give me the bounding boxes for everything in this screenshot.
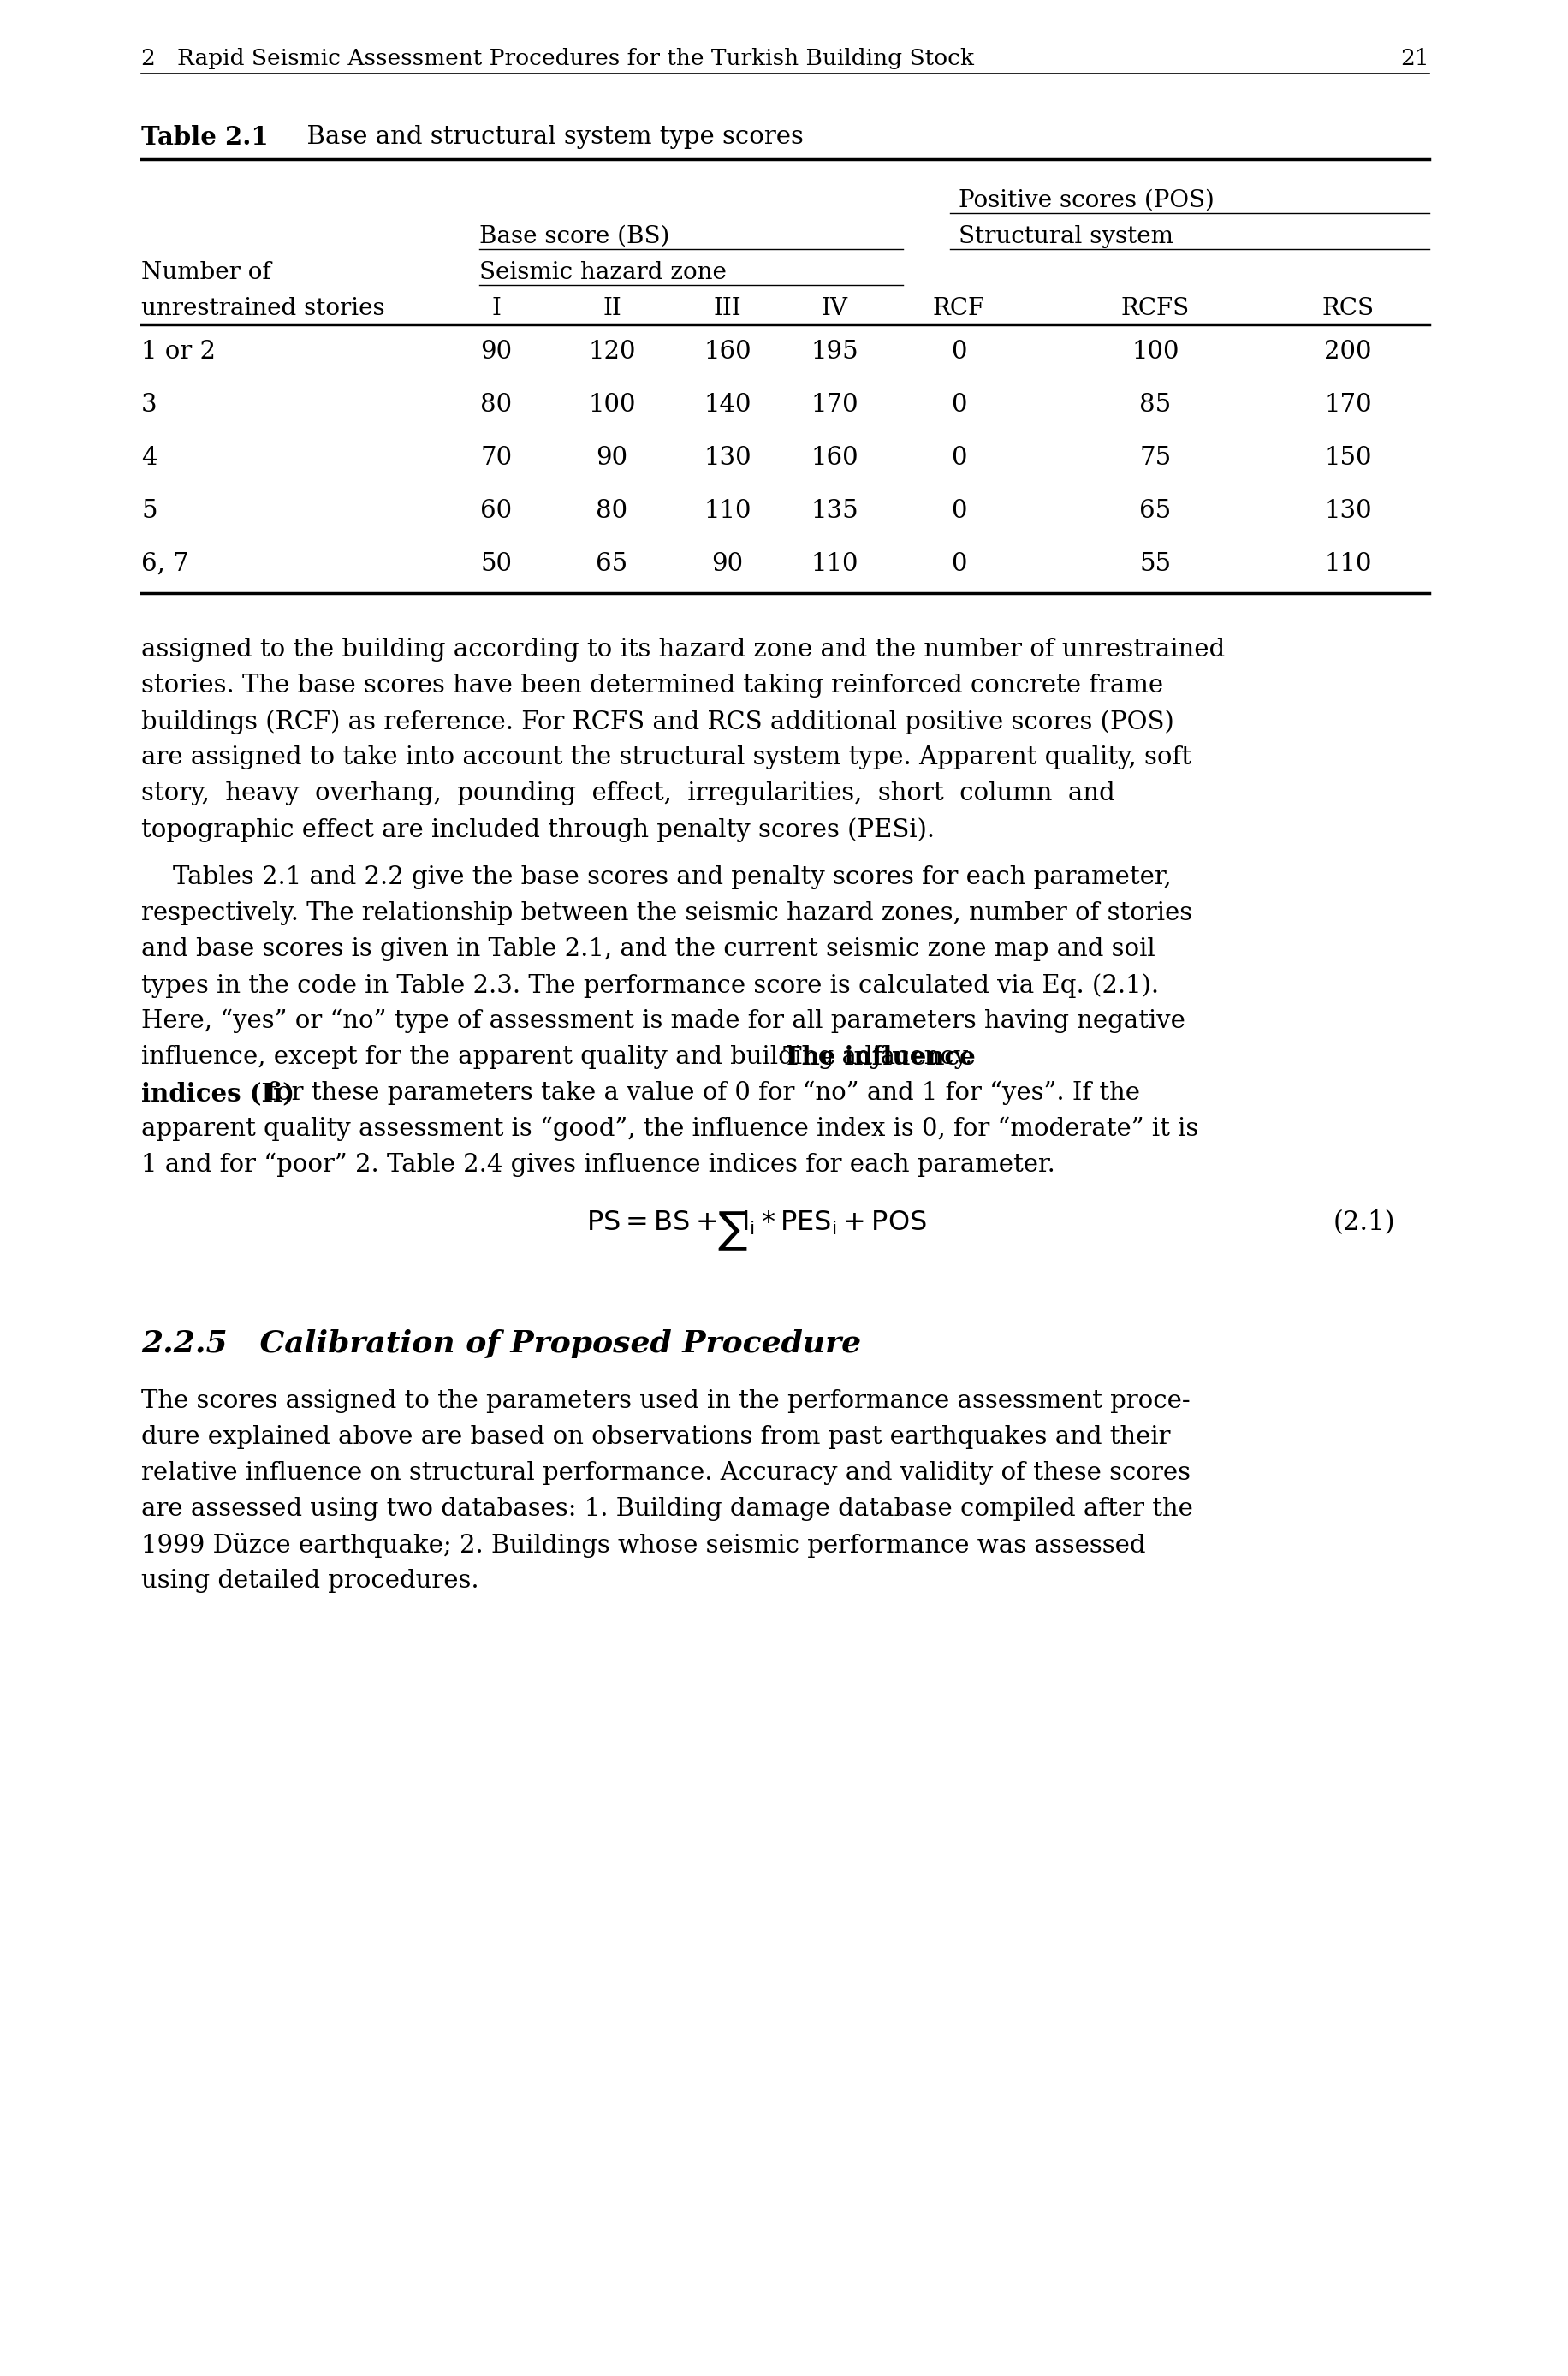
- Text: influence, except for the apparent quality and building adjacency.: influence, except for the apparent quali…: [141, 1045, 980, 1069]
- Text: 4: 4: [141, 447, 157, 470]
- Text: I: I: [492, 297, 502, 321]
- Text: 80: 80: [596, 499, 627, 523]
- Text: 0: 0: [950, 340, 966, 364]
- Text: 0: 0: [950, 447, 966, 470]
- Text: RCS: RCS: [1322, 297, 1374, 321]
- Text: 90: 90: [596, 447, 627, 470]
- Text: buildings (RCF) as reference. For RCFS and RCS additional positive scores (POS): buildings (RCF) as reference. For RCFS a…: [141, 710, 1174, 734]
- Text: RCF: RCF: [933, 297, 985, 321]
- Text: 2.2.5   Calibration of Proposed Procedure: 2.2.5 Calibration of Proposed Procedure: [141, 1328, 861, 1359]
- Text: assigned to the building according to its hazard zone and the number of unrestra: assigned to the building according to it…: [141, 637, 1225, 661]
- Text: 0: 0: [950, 392, 966, 416]
- Text: $\sum$: $\sum$: [717, 1209, 746, 1252]
- Text: 160: 160: [811, 447, 858, 470]
- Text: are assessed using two databases: 1. Building damage database compiled after the: are assessed using two databases: 1. Bui…: [141, 1497, 1193, 1521]
- Text: 1 and for “poor” 2. Table 2.4 gives influence indices for each parameter.: 1 and for “poor” 2. Table 2.4 gives infl…: [141, 1152, 1055, 1176]
- Text: 130: 130: [704, 447, 751, 470]
- Text: 85: 85: [1140, 392, 1171, 416]
- Text: 1 or 2: 1 or 2: [141, 340, 216, 364]
- Text: 170: 170: [1325, 392, 1372, 416]
- Text: 160: 160: [704, 340, 751, 364]
- Text: Seismic hazard zone: Seismic hazard zone: [480, 261, 726, 285]
- Text: The influence: The influence: [784, 1045, 975, 1069]
- Text: indices (Ii): indices (Ii): [141, 1081, 295, 1105]
- Text: for these parameters take a value of 0 for “no” and 1 for “yes”. If the: for these parameters take a value of 0 f…: [259, 1081, 1140, 1105]
- Text: 135: 135: [811, 499, 858, 523]
- Text: The scores assigned to the parameters used in the performance assessment proce-: The scores assigned to the parameters us…: [141, 1390, 1190, 1414]
- Text: unrestrained stories: unrestrained stories: [141, 297, 384, 321]
- Text: 130: 130: [1325, 499, 1372, 523]
- Text: Here, “yes” or “no” type of assessment is made for all parameters having negativ: Here, “yes” or “no” type of assessment i…: [141, 1010, 1185, 1034]
- Text: dure explained above are based on observations from past earthquakes and their: dure explained above are based on observ…: [141, 1426, 1170, 1449]
- Text: Table 2.1: Table 2.1: [141, 126, 268, 150]
- Text: 140: 140: [704, 392, 751, 416]
- Text: (2.1): (2.1): [1333, 1209, 1396, 1236]
- Text: 110: 110: [704, 499, 751, 523]
- Text: are assigned to take into account the structural system type. Apparent quality, : are assigned to take into account the st…: [141, 746, 1192, 770]
- Text: Base and structural system type scores: Base and structural system type scores: [292, 126, 803, 150]
- Text: 90: 90: [480, 340, 513, 364]
- Text: story,  heavy  overhang,  pounding  effect,  irregularities,  short  column  and: story, heavy overhang, pounding effect, …: [141, 782, 1115, 805]
- Text: types in the code in Table 2.3. The performance score is calculated via Eq. (2.1: types in the code in Table 2.3. The perf…: [141, 974, 1159, 998]
- Text: 80: 80: [480, 392, 513, 416]
- Text: 50: 50: [480, 551, 513, 575]
- Text: III: III: [713, 297, 742, 321]
- Text: 6, 7: 6, 7: [141, 551, 188, 575]
- Text: apparent quality assessment is “good”, the influence index is 0, for “moderate” : apparent quality assessment is “good”, t…: [141, 1117, 1198, 1140]
- Text: 0: 0: [950, 551, 966, 575]
- Text: IV: IV: [822, 297, 848, 321]
- Text: respectively. The relationship between the seismic hazard zones, number of stori: respectively. The relationship between t…: [141, 901, 1192, 924]
- Text: 170: 170: [811, 392, 858, 416]
- Text: 65: 65: [596, 551, 627, 575]
- Text: 100: 100: [1132, 340, 1179, 364]
- Text: 65: 65: [1140, 499, 1171, 523]
- Text: 70: 70: [480, 447, 513, 470]
- Text: 90: 90: [712, 551, 743, 575]
- Text: 110: 110: [811, 551, 858, 575]
- Text: Structural system: Structural system: [958, 226, 1173, 247]
- Text: II: II: [602, 297, 621, 321]
- Text: 110: 110: [1325, 551, 1372, 575]
- Text: 200: 200: [1325, 340, 1372, 364]
- Text: and base scores is given in Table 2.1, and the current seismic zone map and soil: and base scores is given in Table 2.1, a…: [141, 936, 1156, 962]
- Text: 55: 55: [1140, 551, 1171, 575]
- Text: 5: 5: [141, 499, 157, 523]
- Text: using detailed procedures.: using detailed procedures.: [141, 1568, 478, 1592]
- Text: Base score (BS): Base score (BS): [480, 226, 670, 247]
- Text: 60: 60: [480, 499, 513, 523]
- Text: $\mathrm{I_i * PES_i + POS}$: $\mathrm{I_i * PES_i + POS}$: [740, 1209, 927, 1238]
- Text: Number of: Number of: [141, 261, 271, 285]
- Text: 2   Rapid Seismic Assessment Procedures for the Turkish Building Stock: 2 Rapid Seismic Assessment Procedures fo…: [141, 48, 974, 69]
- Text: 21: 21: [1400, 48, 1430, 69]
- Text: 3: 3: [141, 392, 157, 416]
- Text: stories. The base scores have been determined taking reinforced concrete frame: stories. The base scores have been deter…: [141, 675, 1163, 699]
- Text: 195: 195: [811, 340, 858, 364]
- Text: 1999 Düzce earthquake; 2. Buildings whose seismic performance was assessed: 1999 Düzce earthquake; 2. Buildings whos…: [141, 1533, 1146, 1559]
- Text: $\mathrm{PS = BS +\ }$: $\mathrm{PS = BS +\ }$: [586, 1209, 717, 1236]
- Text: 150: 150: [1325, 447, 1372, 470]
- Text: relative influence on structural performance. Accuracy and validity of these sco: relative influence on structural perform…: [141, 1461, 1190, 1485]
- Text: 75: 75: [1140, 447, 1171, 470]
- Text: Positive scores (POS): Positive scores (POS): [958, 190, 1214, 211]
- Text: Tables 2.1 and 2.2 give the base scores and penalty scores for each parameter,: Tables 2.1 and 2.2 give the base scores …: [141, 865, 1171, 889]
- Text: topographic effect are included through penalty scores (PESi).: topographic effect are included through …: [141, 817, 935, 841]
- Text: 120: 120: [588, 340, 635, 364]
- Text: RCFS: RCFS: [1121, 297, 1190, 321]
- Text: 0: 0: [950, 499, 966, 523]
- Text: 100: 100: [588, 392, 635, 416]
